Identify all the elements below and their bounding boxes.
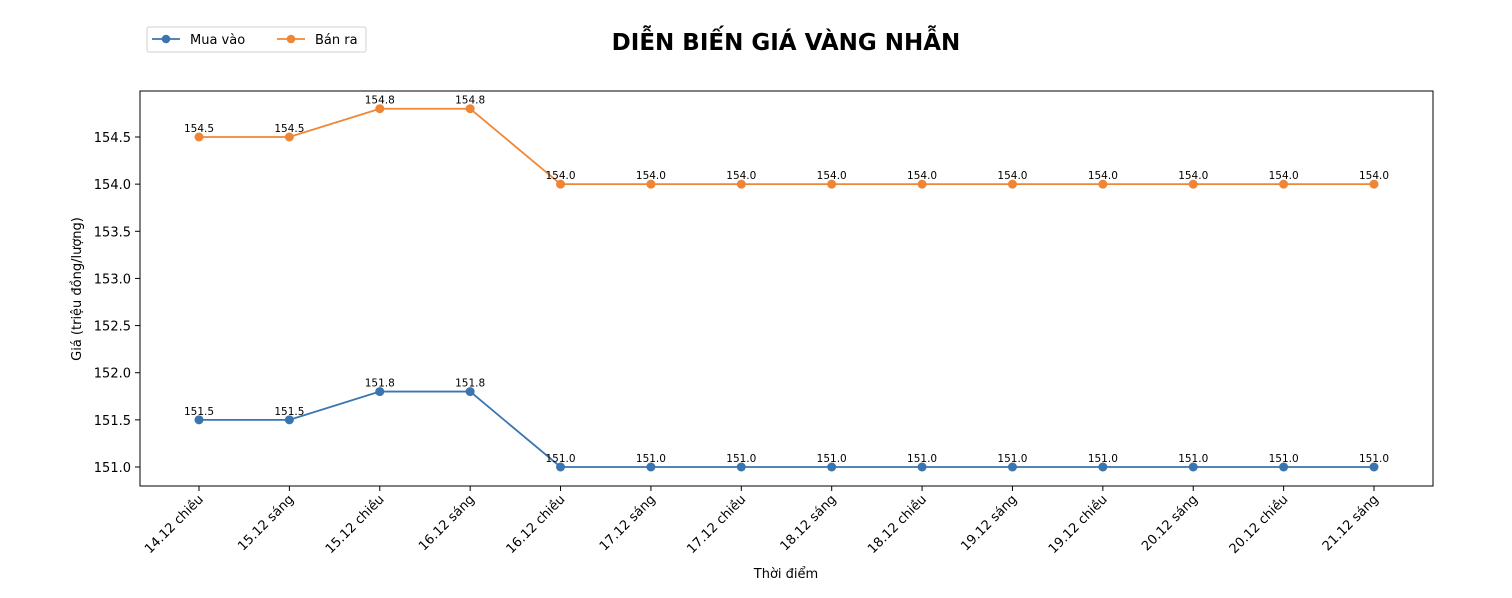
data-point	[1007, 179, 1017, 189]
axes-frame	[139, 90, 1434, 487]
series-line	[199, 107, 1374, 186]
x-tick-label: 14.12 chiều	[142, 492, 207, 557]
data-point	[1098, 179, 1108, 189]
y-tick-label: 153.0	[94, 272, 131, 287]
data-label: 151.5	[184, 406, 214, 418]
data-point	[917, 179, 927, 189]
legend-item-mua-vao: Mua vào	[152, 33, 245, 48]
data-point	[284, 132, 294, 142]
y-tick-label: 152.0	[94, 367, 131, 382]
data-point	[827, 462, 837, 472]
data-label: 151.5	[274, 406, 304, 418]
plot-area: 151.0 151.5 152.0 152.5 153.0 153.5 154.0 154.5…	[94, 90, 1434, 557]
data-label: 151.0	[817, 453, 847, 465]
chart-title: DIỄN BIẾN GIÁ VÀNG NHẪN	[612, 25, 961, 56]
x-axis-label: Thời điểm	[753, 567, 818, 582]
x-tick-label: 19.12 chiều	[1046, 492, 1111, 557]
data-label: 154.8	[455, 95, 485, 107]
x-tick-label: 16.12 sáng	[416, 492, 478, 554]
data-label: 151.8	[455, 378, 485, 390]
data-label: 154.0	[907, 170, 937, 182]
data-point	[736, 462, 746, 472]
data-point	[1007, 462, 1017, 472]
data-label: 151.0	[907, 453, 937, 465]
y-tick-label: 153.5	[94, 225, 131, 240]
data-point	[375, 387, 385, 397]
data-label: 154.0	[1269, 170, 1299, 182]
data-point	[465, 104, 475, 114]
legend-marker-icon	[286, 34, 296, 44]
data-point	[556, 462, 566, 472]
data-point	[375, 104, 385, 114]
data-point	[194, 132, 204, 142]
y-tick-label: 151.5	[94, 414, 131, 429]
data-point	[1188, 179, 1198, 189]
x-tick-label: 17.12 chiều	[684, 492, 749, 557]
data-label: 151.0	[726, 453, 756, 465]
y-axis-label: Giá (triệu đồng/lượng)	[70, 217, 85, 361]
data-label: 154.0	[817, 170, 847, 182]
x-tick-label: 18.12 sáng	[778, 492, 840, 554]
data-label: 151.0	[1359, 453, 1389, 465]
x-tick-label: 20.12 sáng	[1139, 492, 1201, 554]
legend-marker-icon	[161, 34, 171, 44]
legend-label: Bán ra	[315, 33, 358, 48]
y-tick-label: 151.0	[94, 461, 131, 476]
data-label: 154.5	[184, 123, 214, 135]
y-tick-label: 154.5	[94, 131, 131, 146]
data-point	[827, 179, 837, 189]
data-point	[556, 179, 566, 189]
data-label: 154.0	[546, 170, 576, 182]
legend-label: Mua vào	[190, 33, 245, 48]
data-label: 154.0	[997, 170, 1027, 182]
x-tick-label: 20.12 chiều	[1227, 492, 1292, 557]
y-tick-label: 154.0	[94, 178, 131, 193]
x-tick-label: 16.12 chiều	[504, 492, 569, 557]
data-label: 151.0	[1269, 453, 1299, 465]
data-point	[917, 462, 927, 472]
data-label: 151.0	[997, 453, 1027, 465]
legend: Mua vào Bán ra	[146, 26, 367, 53]
data-label: 151.0	[1088, 453, 1118, 465]
data-point	[1098, 462, 1108, 472]
x-tick-label: 17.12 sáng	[597, 492, 659, 554]
data-label: 154.0	[726, 170, 756, 182]
data-point	[646, 462, 656, 472]
series-line	[199, 390, 1374, 468]
data-point	[1279, 462, 1289, 472]
y-tick-label: 152.5	[94, 320, 131, 335]
data-point	[1188, 462, 1198, 472]
data-label: 151.0	[1178, 453, 1208, 465]
x-tick-label: 15.12 chiều	[323, 492, 388, 557]
data-label: 154.0	[636, 170, 666, 182]
legend-item-ban-ra: Bán ra	[277, 33, 358, 48]
data-label: 151.0	[636, 453, 666, 465]
data-label: 154.5	[274, 123, 304, 135]
data-label: 154.0	[1178, 170, 1208, 182]
data-point	[194, 415, 204, 425]
data-point	[465, 387, 475, 397]
data-point	[1369, 462, 1379, 472]
data-point	[1369, 179, 1379, 189]
data-label: 151.8	[365, 378, 395, 390]
x-tick-label: 18.12 chiều	[865, 492, 930, 557]
data-label: 151.0	[546, 453, 576, 465]
data-point	[646, 179, 656, 189]
data-point	[736, 179, 746, 189]
x-tick-label: 15.12 sáng	[235, 492, 297, 554]
data-label: 154.8	[365, 95, 395, 107]
x-tick-label: 19.12 sáng	[958, 492, 1020, 554]
data-label: 154.0	[1359, 170, 1389, 182]
x-tick-label: 21.12 sáng	[1320, 492, 1382, 554]
data-point	[1279, 179, 1289, 189]
data-point	[284, 415, 294, 425]
data-label: 154.0	[1088, 170, 1118, 182]
